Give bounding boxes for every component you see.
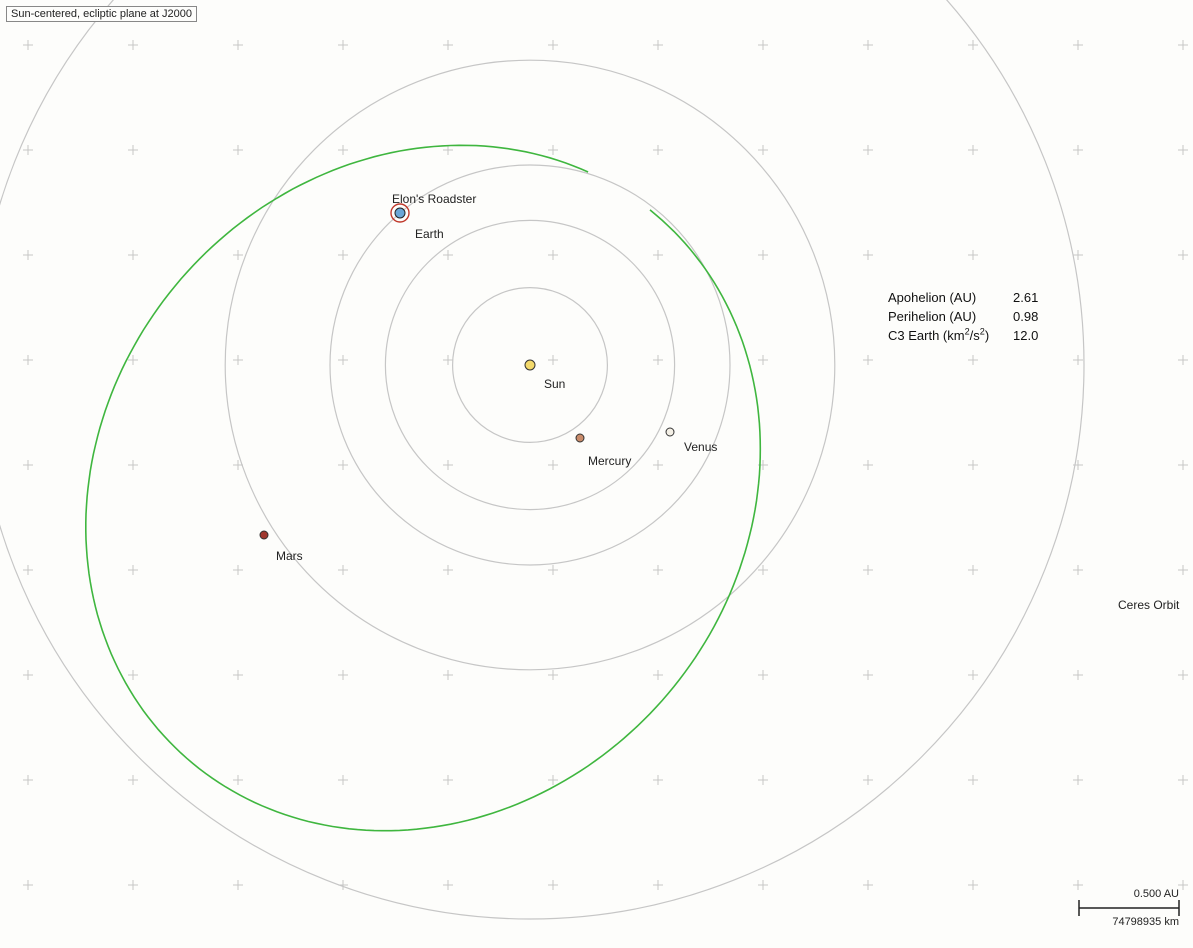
info-value: 12.0 — [1013, 328, 1038, 343]
info-value: 2.61 — [1013, 290, 1038, 305]
label-mars: Mars — [276, 549, 303, 563]
orbit-diagram — [0, 0, 1193, 948]
body-sun — [525, 360, 535, 370]
label-sun: Sun — [544, 377, 565, 391]
label-venus: Venus — [684, 440, 717, 454]
orbit-ceres — [0, 0, 1084, 919]
ceres-orbit-label: Ceres Orbit — [1118, 598, 1179, 612]
label-earth: Earth — [415, 227, 444, 241]
roadster-label: Elon's Roadster — [392, 192, 476, 206]
info-row-0: Apohelion (AU)2.61 — [888, 289, 1038, 308]
info-key: Perihelion (AU) — [888, 308, 1013, 327]
body-mars — [260, 531, 268, 539]
scale-bar — [1079, 900, 1179, 916]
label-mercury: Mercury — [588, 454, 631, 468]
orbit-parameters-block: Apohelion (AU)2.61Perihelion (AU)0.98C3 … — [888, 289, 1038, 346]
scale-au-text: 0.500 AU — [1119, 888, 1179, 900]
roadster-trajectory — [86, 145, 761, 830]
info-key: C3 Earth (km2/s2) — [888, 327, 1013, 346]
body-mercury — [576, 434, 584, 442]
body-venus — [666, 428, 674, 436]
info-row-1: Perihelion (AU)0.98 — [888, 308, 1038, 327]
scale-km-text: 74798935 km — [1089, 916, 1179, 928]
info-value: 0.98 — [1013, 309, 1038, 324]
body-earth — [395, 208, 405, 218]
info-key: Apohelion (AU) — [888, 289, 1013, 308]
info-row-2: C3 Earth (km2/s2)12.0 — [888, 327, 1038, 346]
frame-title: Sun-centered, ecliptic plane at J2000 — [6, 6, 197, 22]
